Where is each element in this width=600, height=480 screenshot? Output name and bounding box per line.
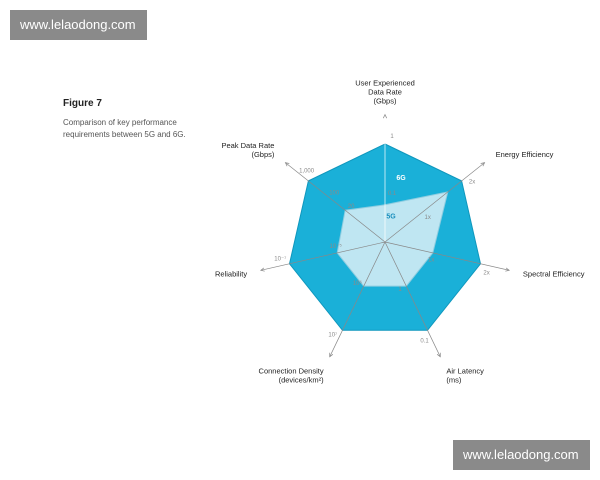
series-label-5g: 5G: [386, 213, 396, 220]
axis-label: Air Latency (ms): [446, 366, 484, 384]
axis-label: Spectral Efficiency: [523, 270, 585, 279]
caption-line-2: requirements between 5G and 6G.: [63, 130, 186, 139]
axis-arrowhead: [436, 352, 441, 358]
series-polygon-5g: [336, 191, 449, 287]
axis-spoke: [285, 162, 386, 243]
axis-spoke: [384, 162, 485, 243]
axis-spoke: [260, 241, 386, 271]
tick-label: 2x: [483, 270, 489, 276]
tick-label: 10⁻⁷: [274, 256, 286, 263]
axis-label: User Experienced Data Rate (Gbps): [355, 79, 415, 106]
tick-label: 10⁻⁵: [330, 243, 343, 250]
tick-label: 10⁶: [353, 280, 363, 287]
axis-label: Reliability: [215, 270, 247, 279]
axis-arrowhead: [329, 352, 334, 358]
series-label-6g: 6G: [396, 175, 406, 182]
radar-text: User Experienced Data Rate (Gbps) Energy Ef…: [215, 79, 585, 385]
radar-axes: [260, 113, 510, 358]
tick-label: 2x: [469, 180, 475, 186]
tick-label: 1: [398, 287, 402, 293]
axis-arrowhead: [382, 113, 388, 119]
watermark-bottom: www.lelaodong.com: [453, 440, 590, 470]
caption-line-1: Comparison of key performance: [63, 118, 177, 127]
tick-label: 10⁷: [328, 331, 337, 338]
tick-label: 100: [329, 191, 340, 197]
tick-label: 0.1: [388, 191, 397, 197]
tick-label: 0.1: [420, 338, 429, 344]
tick-label: 1x: [428, 258, 434, 264]
tick-label: 1,000: [299, 169, 315, 175]
figure-caption: Comparison of key performance requiremen…: [63, 117, 213, 141]
tick-label: 20: [348, 204, 355, 210]
axis-label: Connection Density (devices/km²): [259, 366, 325, 384]
axis-label: Peak Data Rate (Gbps): [221, 141, 274, 159]
axis-arrowhead: [480, 162, 486, 167]
axis-arrowhead: [260, 267, 265, 272]
watermark-top: www.lelaodong.com: [10, 10, 147, 40]
axis-label: Energy Efficiency: [496, 150, 554, 159]
axis-arrowhead: [505, 267, 510, 272]
axis-spoke: [329, 241, 386, 357]
tick-label: 1: [390, 134, 394, 140]
axis-spoke: [384, 241, 510, 271]
axis-arrowhead: [284, 162, 290, 167]
tick-label: 1x: [425, 215, 431, 221]
axis-spoke: [384, 241, 441, 357]
figure-title: Figure 7: [63, 98, 102, 109]
